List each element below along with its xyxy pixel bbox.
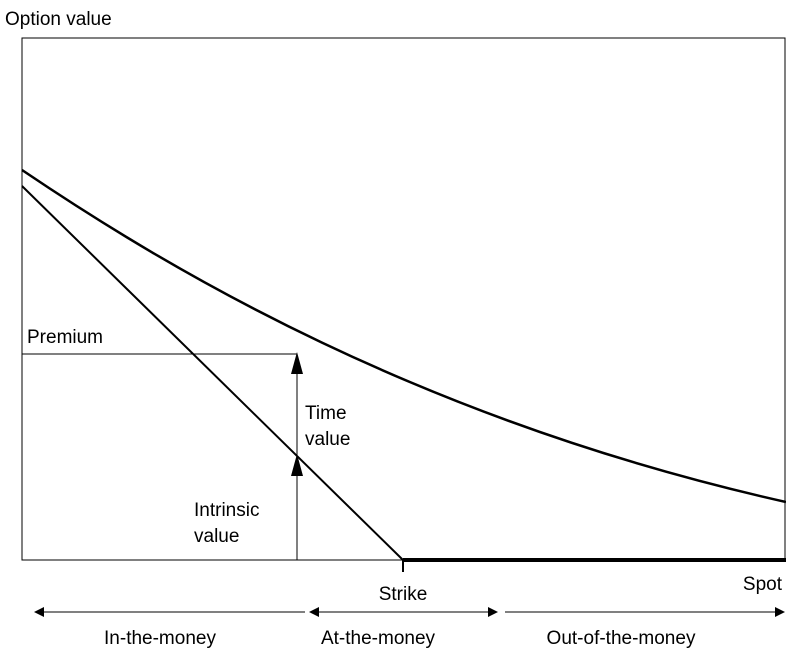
time-label: value <box>305 429 350 450</box>
spot-label: Spot <box>743 574 783 595</box>
zone-label: Out-of-the-money <box>547 628 696 649</box>
time-label: Time <box>305 403 347 424</box>
axis-label: Option value <box>5 9 112 30</box>
zone-label: In-the-money <box>104 628 216 649</box>
strike-label: Strike <box>379 584 428 605</box>
intrinsic-label: value <box>194 526 239 547</box>
intrinsic-line <box>21 185 404 561</box>
zone-label: At-the-money <box>321 628 436 649</box>
premium-label: Premium <box>27 327 103 348</box>
intrinsic-label: Intrinsic <box>194 500 259 521</box>
option-curve <box>21 168 786 504</box>
